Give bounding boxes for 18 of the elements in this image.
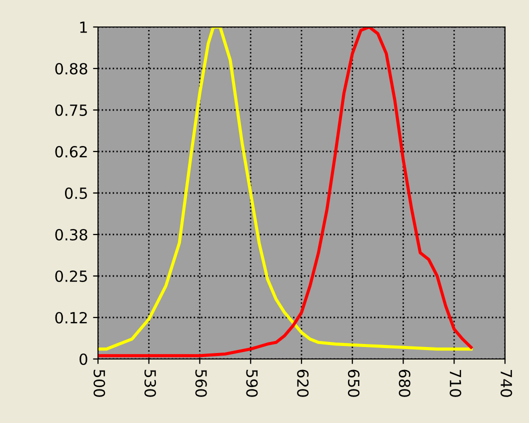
y-tick-label: 1 — [80, 22, 87, 33]
x-tick-label: 500 — [94, 370, 106, 397]
x-tick-label: 680 — [398, 370, 410, 397]
y-tick-label: 0.5 — [64, 187, 87, 200]
x-tick-label: 740 — [500, 370, 512, 397]
x-tick-label: 530 — [144, 370, 156, 397]
x-tick-label: 620 — [297, 370, 309, 397]
y-tick-label: 0.75 — [55, 104, 87, 116]
x-tick-label: 590 — [246, 370, 258, 397]
x-tick-label: 560 — [195, 370, 207, 397]
x-tick-label: 650 — [348, 370, 360, 397]
y-tick-label: 0.12 — [55, 312, 87, 324]
y-tick-label: 0.25 — [55, 270, 87, 282]
y-tick-label: 0.88 — [55, 62, 88, 75]
y-tick-label: 0.62 — [55, 146, 87, 158]
x-tick-label: 710 — [450, 370, 462, 397]
y-tick-label: 0.38 — [55, 228, 88, 241]
y-tick-label: 0 — [80, 353, 88, 366]
